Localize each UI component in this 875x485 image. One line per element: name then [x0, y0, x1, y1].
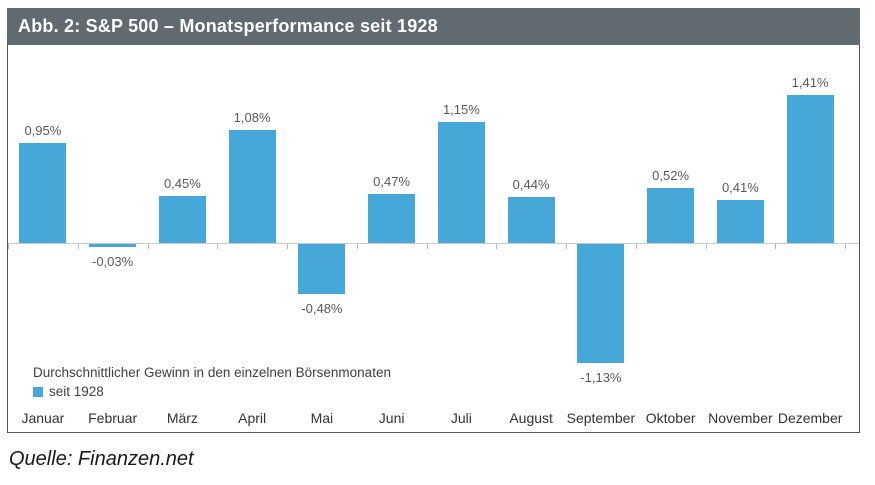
plot-area: 0,95% -0,03% 0,45% 1,08% -0,48% 0,47% 1,15% 0,4…	[8, 45, 859, 432]
axis-tick	[427, 244, 428, 249]
axis-tick	[636, 244, 637, 249]
bar-maerz	[158, 196, 206, 243]
bar-mai	[298, 244, 346, 294]
figure-title: Abb. 2: S&P 500 – Monatsperformance seit…	[7, 8, 860, 45]
bar-april	[228, 130, 276, 243]
x-axis-label-mai: Mai	[310, 410, 334, 426]
bar-juli	[437, 122, 485, 243]
value-label-september: -1,13%	[580, 370, 622, 385]
bar-juni	[368, 194, 416, 243]
legend: Durchschnittlicher Gewinn in den einzeln…	[33, 365, 391, 399]
bar-september	[577, 244, 625, 363]
bar-oktober	[647, 188, 695, 243]
value-label-oktober: 0,52%	[652, 168, 690, 183]
x-axis-label-november: November	[708, 410, 773, 426]
axis-tick	[845, 244, 846, 249]
bar-august	[507, 197, 555, 243]
value-label-juni: 0,47%	[373, 174, 411, 189]
x-axis-label-januar: Januar	[21, 410, 65, 426]
bar-februar	[89, 244, 137, 247]
bar-dezember	[786, 95, 834, 243]
axis-tick	[217, 244, 218, 249]
axis-tick	[287, 244, 288, 249]
legend-item: seit 1928	[33, 384, 391, 399]
chart-panel: 0,95% -0,03% 0,45% 1,08% -0,48% 0,47% 1,15% 0,4…	[7, 45, 860, 433]
x-axis-label-februar: Februar	[88, 410, 138, 426]
value-label-maerz: 0,45%	[163, 176, 201, 191]
value-label-dezember: 1,41%	[791, 75, 829, 90]
value-label-januar: 0,95%	[24, 123, 62, 138]
axis-tick	[496, 244, 497, 249]
value-label-november: 0,41%	[721, 180, 759, 195]
axis-tick	[706, 244, 707, 249]
x-axis-label-oktober: Oktober	[645, 410, 696, 426]
figure: Abb. 2: S&P 500 – Monatsperformance seit…	[7, 8, 860, 471]
legend-title: Durchschnittlicher Gewinn in den einzeln…	[33, 365, 391, 380]
bar-november	[716, 200, 764, 243]
value-label-juli: 1,15%	[442, 102, 480, 117]
axis-tick	[357, 244, 358, 249]
value-label-februar: -0,03%	[91, 254, 134, 269]
legend-series-label: seit 1928	[49, 384, 104, 399]
x-axis-label-juli: Juli	[450, 410, 472, 426]
x-axis-labels: Januar Februar März April Mai Juni Juli August S…	[8, 410, 845, 426]
x-axis-label-maerz: März	[166, 410, 198, 426]
x-axis-label-dezember: Dezember	[777, 410, 843, 426]
axis-tick	[78, 244, 79, 249]
x-axis-label-april: April	[238, 410, 267, 426]
value-label-august: 0,44%	[512, 177, 550, 192]
x-axis-label-juni: Juni	[378, 410, 405, 426]
x-axis-label-august: August	[509, 410, 553, 426]
axis-tick	[148, 244, 149, 249]
source-caption: Quelle: Finanzen.net	[9, 448, 194, 470]
value-label-mai: -0,48%	[301, 301, 343, 316]
axis-tick	[775, 244, 776, 249]
zero-axis-line	[8, 243, 859, 244]
x-axis-label-september: September	[566, 410, 636, 426]
legend-swatch-icon	[33, 386, 43, 397]
bar-januar	[19, 143, 67, 243]
axis-tick	[8, 244, 9, 249]
value-label-april: 1,08%	[233, 110, 271, 125]
axis-tick	[566, 244, 567, 249]
